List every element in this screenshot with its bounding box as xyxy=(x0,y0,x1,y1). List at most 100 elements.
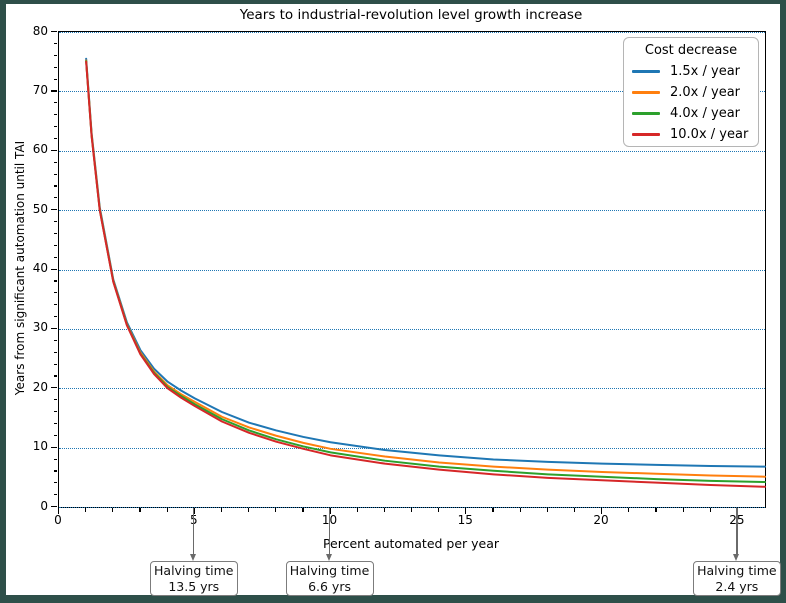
x-minor-tick-1 xyxy=(85,508,87,512)
x-minor-tick-21 xyxy=(628,508,630,512)
annotation-arrow-head-icon xyxy=(325,554,332,561)
annotation-arrow-head-icon xyxy=(190,554,197,561)
y-minor-tick-52 xyxy=(53,197,57,199)
annotation-arrow-line-x5 xyxy=(193,508,195,555)
y-minor-tick-12 xyxy=(53,434,57,436)
y-minor-tick-64 xyxy=(53,126,57,128)
x-minor-tick-9 xyxy=(302,508,304,512)
y-major-tick-40 xyxy=(51,268,57,270)
legend-label: 4.0x / year xyxy=(670,106,741,121)
y-tick-label-60: 60 xyxy=(32,142,48,157)
y-minor-tick-46 xyxy=(53,232,57,235)
y-minor-tick-48 xyxy=(53,221,57,223)
x-minor-tick-4 xyxy=(166,508,168,512)
gridline-y-40 xyxy=(59,269,765,271)
gridline-y-60 xyxy=(59,150,765,152)
y-minor-tick-68 xyxy=(53,102,57,104)
y-minor-tick-8 xyxy=(53,458,57,460)
x-minor-tick-7 xyxy=(248,508,250,512)
y-minor-tick-78 xyxy=(53,42,57,45)
halving-time-label: Halving time xyxy=(154,563,234,578)
annotation-arrow-head-icon xyxy=(733,554,740,561)
legend-label: 1.5x / year xyxy=(670,64,741,79)
x-minor-tick-14 xyxy=(438,508,440,512)
y-minor-tick-26 xyxy=(53,351,57,353)
x-tick-label-0: 0 xyxy=(54,513,62,527)
y-minor-tick-62 xyxy=(53,137,57,140)
y-major-tick-60 xyxy=(51,149,57,151)
plot-area xyxy=(58,31,766,508)
x-minor-tick-18 xyxy=(546,508,548,512)
legend-entry-1.5x-year: 1.5x / year xyxy=(632,61,750,82)
y-minor-tick-72 xyxy=(53,78,57,80)
y-minor-tick-16 xyxy=(53,411,57,413)
x-minor-tick-3 xyxy=(139,508,141,512)
legend-label: 2.0x / year xyxy=(670,85,741,100)
gridline-y-20 xyxy=(59,388,765,390)
y-minor-tick-14 xyxy=(53,422,57,425)
gridline-y-30 xyxy=(59,328,765,330)
y-major-tick-0 xyxy=(51,506,57,508)
x-major-tick-0 xyxy=(58,508,60,514)
y-tick-label-80: 80 xyxy=(32,23,48,38)
x-major-tick-20 xyxy=(601,508,603,514)
x-minor-tick-23 xyxy=(682,508,684,512)
y-minor-tick-36 xyxy=(53,292,57,294)
y-minor-tick-2 xyxy=(53,494,57,496)
legend-entry-10.0x-year: 10.0x / year xyxy=(632,124,750,145)
x-minor-tick-2 xyxy=(112,508,114,512)
legend-entry-2.0x-year: 2.0x / year xyxy=(632,82,750,103)
x-tick-label-15: 15 xyxy=(457,513,473,527)
curve-10.0x-year xyxy=(85,60,766,488)
data-curves xyxy=(85,57,766,488)
y-minor-tick-22 xyxy=(53,375,57,377)
y-minor-tick-54 xyxy=(53,185,57,187)
x-minor-tick-6 xyxy=(220,508,223,512)
y-axis-label: Years from significant automation until … xyxy=(13,140,27,396)
x-tick-label-20: 20 xyxy=(593,513,609,527)
legend-swatch xyxy=(632,70,660,73)
y-tick-label-70: 70 xyxy=(32,82,48,97)
gridline-y-70 xyxy=(59,91,765,93)
x-minor-tick-13 xyxy=(411,508,413,512)
legend: Cost decrease 1.5x / year 2.0x / year 4.0x… xyxy=(623,37,759,147)
y-minor-tick-74 xyxy=(53,66,57,68)
y-minor-tick-4 xyxy=(53,482,57,484)
legend-swatch xyxy=(632,133,660,136)
gridline-y-50 xyxy=(59,210,765,212)
halving-time-label: Halving time xyxy=(697,563,777,578)
y-tick-label-0: 0 xyxy=(40,498,48,513)
y-minor-tick-24 xyxy=(53,363,57,365)
gridline-y-80 xyxy=(59,32,765,33)
x-minor-tick-8 xyxy=(275,508,277,512)
y-major-tick-10 xyxy=(51,446,57,448)
y-minor-tick-56 xyxy=(53,173,57,175)
annotation-arrow-line-x25 xyxy=(736,508,738,555)
annotation-arrow-line-x10 xyxy=(328,508,331,555)
x-minor-tick-11 xyxy=(356,508,358,512)
x-minor-tick-22 xyxy=(655,508,657,512)
x-minor-tick-24 xyxy=(709,508,711,512)
x-axis-label: Percent automated per year xyxy=(322,536,500,551)
y-minor-tick-28 xyxy=(53,339,57,341)
y-tick-label-40: 40 xyxy=(32,261,48,275)
legend-title: Cost decrease xyxy=(644,43,738,58)
halving-time-value: 2.4 yrs xyxy=(715,578,759,594)
halving-time-box-x10: Halving time 6.6 yrs xyxy=(285,561,374,596)
x-minor-tick-16 xyxy=(492,508,494,512)
halving-time-box-x5: Halving time 13.5 yrs xyxy=(149,561,238,596)
y-minor-tick-42 xyxy=(53,256,57,258)
halving-time-label: Halving time xyxy=(289,563,370,578)
y-tick-label-50: 50 xyxy=(32,201,48,216)
y-tick-label-20: 20 xyxy=(32,379,48,394)
halving-time-value: 6.6 yrs xyxy=(308,578,351,594)
y-minor-tick-66 xyxy=(53,114,57,116)
legend-label: 10.0x / year xyxy=(670,127,749,142)
y-minor-tick-18 xyxy=(53,399,57,401)
y-minor-tick-38 xyxy=(53,280,57,282)
y-major-tick-30 xyxy=(51,327,57,330)
gridline-y-10 xyxy=(59,447,765,449)
y-major-tick-80 xyxy=(51,31,57,33)
x-minor-tick-19 xyxy=(573,508,576,512)
chart-title: Years to industrial-revolution level gro… xyxy=(239,7,583,23)
